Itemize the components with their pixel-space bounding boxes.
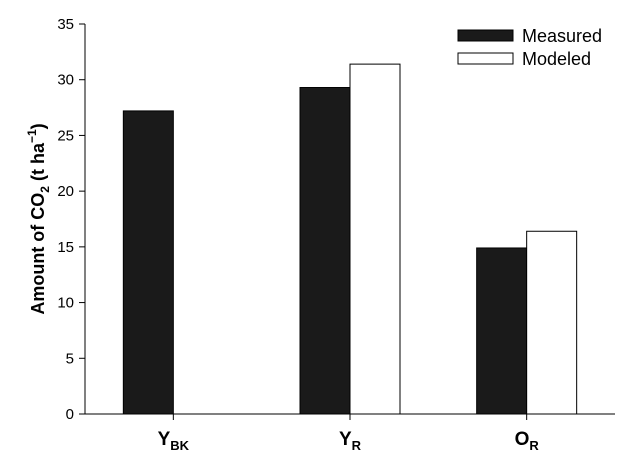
x-tick-label: YR: [339, 429, 362, 453]
x-tick-label: YBK: [158, 429, 190, 453]
bar-modeled: [349, 63, 401, 415]
y-tick-label: 30: [57, 72, 74, 89]
bars: [122, 63, 578, 415]
legend-swatch-modeled: [457, 52, 514, 65]
y-tick-label: 0: [66, 406, 74, 423]
bar-measured: [122, 110, 174, 415]
legend: Measured Modeled: [457, 26, 602, 69]
y-tick-label: 20: [57, 183, 74, 200]
y-tick-label: 15: [57, 239, 74, 256]
bar-measured: [476, 247, 528, 415]
legend-label-measured: Measured: [522, 26, 602, 46]
y-axis-label: Amount of CO2 (t ha−1): [25, 123, 52, 314]
y-axis-label-group: Amount of CO2 (t ha−1): [25, 123, 52, 314]
y-tick-label: 35: [57, 16, 74, 33]
x-tick-label: OR: [515, 429, 540, 453]
y-tick-label: 5: [66, 350, 74, 367]
legend-label-modeled: Modeled: [522, 49, 591, 69]
y-tick-label: 10: [57, 295, 74, 312]
x-axis: YBK YR OR: [85, 413, 615, 453]
legend-swatch-measured: [457, 29, 514, 42]
y-tick-label: 25: [57, 127, 74, 144]
bar-modeled: [526, 230, 578, 415]
bar-measured: [299, 87, 351, 415]
y-axis: 0 5 10 15 20 25 30 35: [57, 16, 86, 423]
